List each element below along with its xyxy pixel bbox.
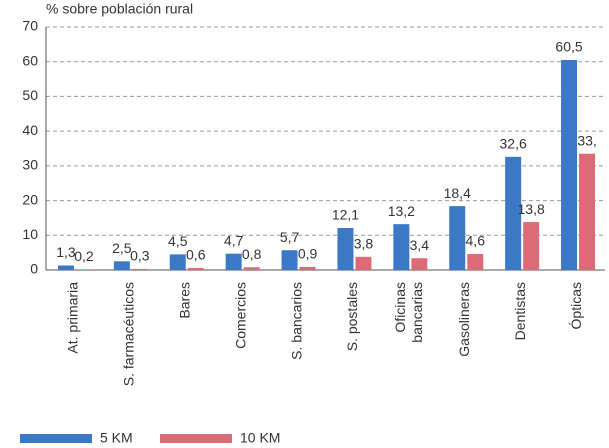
bar [579,153,596,270]
x-tick-label: At. primaria [65,282,81,354]
value-label: 4,7 [224,232,244,248]
bar [337,227,354,270]
value-label: 2,5 [112,240,132,256]
y-tick-label: 20 [22,191,38,207]
legend-label: 10 KM [240,430,280,446]
value-label: 60,5 [555,39,582,55]
value-label: 0,3 [130,248,150,264]
y-tick-label: 30 [22,157,38,173]
value-label: 0,6 [186,247,206,263]
bar [393,224,410,270]
bar [57,265,74,270]
legend-swatch [20,434,92,443]
value-label: 4,6 [466,233,486,249]
bar [505,156,522,270]
y-axis-title: % sobre población rural [46,1,193,17]
value-label: 13,8 [518,201,545,217]
value-label: 5,7 [280,229,300,245]
bar [561,59,578,270]
value-label: 13,2 [388,203,415,219]
bar [113,261,130,270]
bar [411,258,428,270]
value-label: 0,9 [298,246,318,262]
value-label: 3,8 [354,236,374,252]
bar [187,267,204,270]
value-label: 33, [577,132,596,148]
value-label: 18,4 [444,185,471,201]
bar [355,256,372,270]
bar [169,254,186,270]
y-tick-label: 60 [22,52,38,68]
value-label: 1,3 [56,244,76,260]
bar [225,253,242,270]
value-label: 4,5 [168,233,188,249]
x-tick-label: S. postales [344,282,360,351]
value-label: 12,1 [332,207,359,223]
x-tick-label: Dentistas [512,282,528,340]
y-tick-label: 0 [30,261,38,277]
x-tick-label: Gasolineras [456,282,472,357]
value-label: 0,2 [74,248,94,264]
bar [131,268,148,270]
y-tick-label: 70 [22,18,38,34]
x-tick-label: Comercios [232,282,248,349]
x-tick-label: S. farmacéuticos [121,282,137,386]
x-tick-label: Bares [176,282,192,319]
bar [299,266,316,270]
bar [523,222,540,270]
legend-label: 5 KM [100,430,133,446]
bar [281,250,298,270]
x-tick-label: S. bancarios [288,282,304,360]
value-label: 32,6 [500,136,527,152]
legend-swatch [160,434,232,443]
x-tick-label: Oficinasbancarias [392,282,425,343]
bar [467,254,484,270]
value-label: 3,4 [410,237,430,253]
x-tick-label: Ópticas [568,282,584,329]
bar [75,269,92,270]
y-tick-label: 10 [22,226,38,242]
value-label: 0,8 [242,246,262,262]
bar [449,206,466,270]
y-tick-label: 50 [22,87,38,103]
bar [243,267,260,270]
y-tick-label: 40 [22,122,38,138]
